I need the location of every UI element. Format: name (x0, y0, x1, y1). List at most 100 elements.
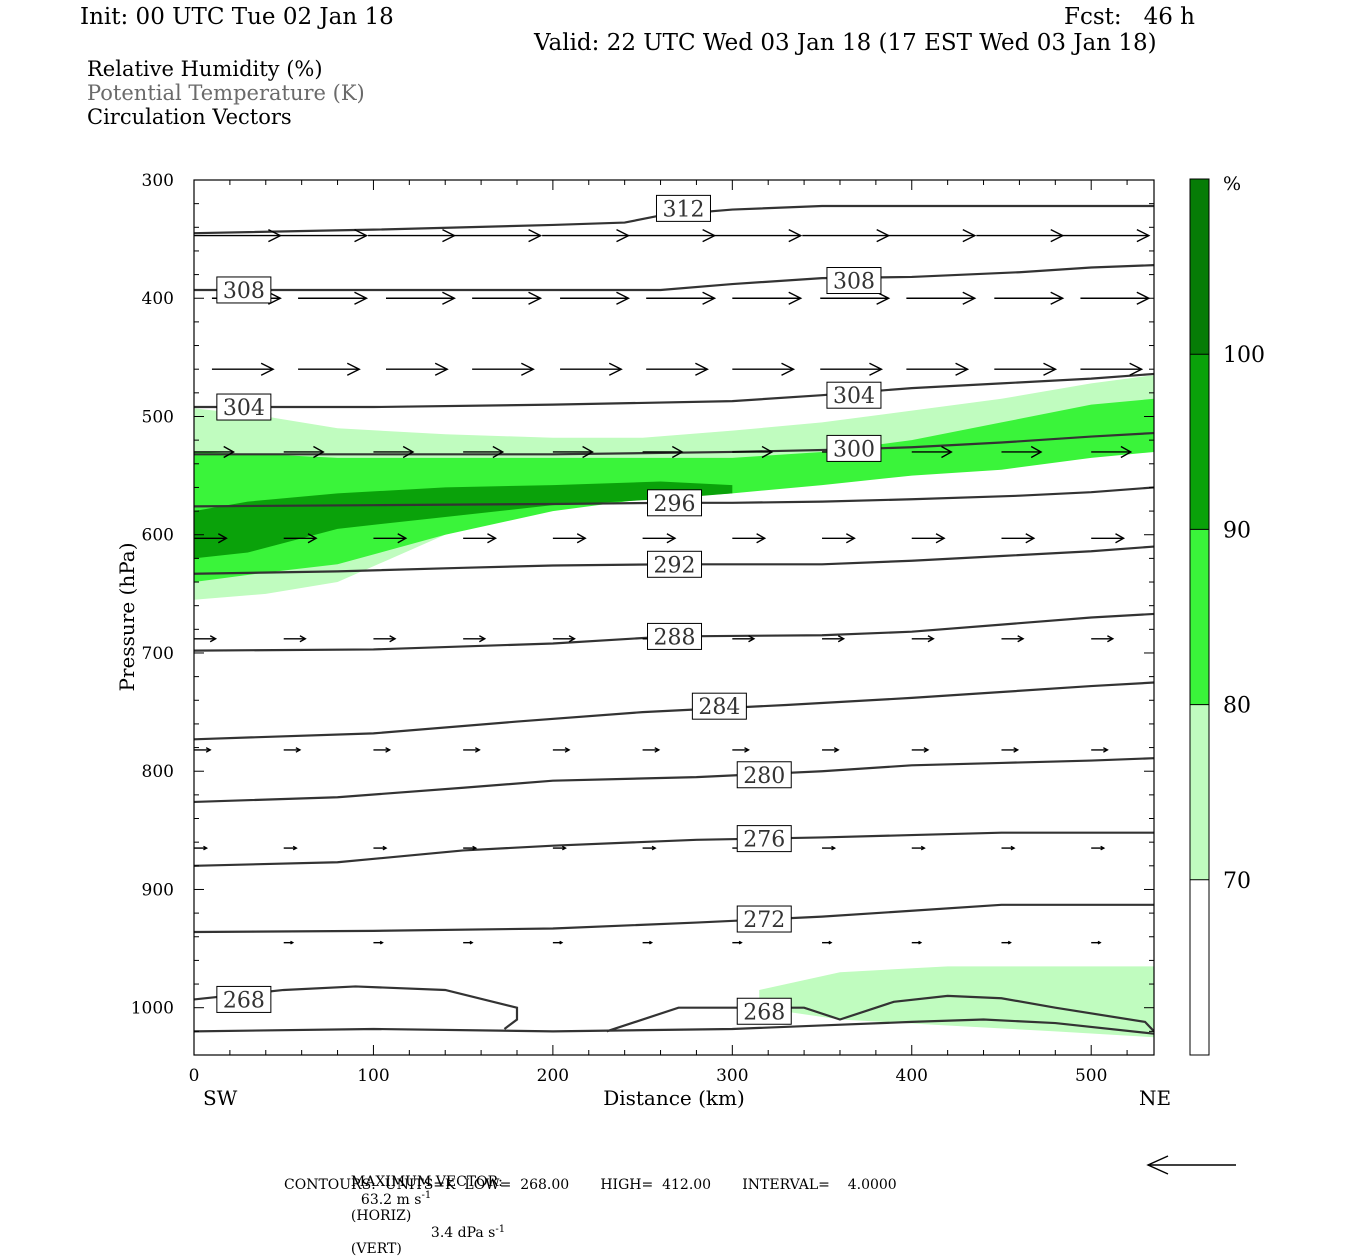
forecast-hour: Fcst: 46 h (1064, 4, 1195, 30)
max-vector-line: MAXIMUM VECTOR: 63.2 m s-1 (HORIZ) 3.4 d… (342, 1158, 505, 1257)
vector-head-8-0 (290, 940, 295, 945)
theta-contour-272-12 (194, 903, 1154, 934)
ne-end-label: NE (1139, 1086, 1171, 1110)
vector-head-4-1 (307, 533, 318, 544)
legend-relative-humidity: Relative Humidity (%) (87, 57, 323, 81)
vector-head-2-4 (608, 362, 623, 376)
vector-head-8-3 (559, 940, 564, 945)
vector-head-6-10 (1103, 747, 1109, 753)
y-tick-label-900: 900 (142, 880, 174, 900)
vector-head-1-3 (528, 291, 543, 305)
theta-contour-surface-15 (194, 1018, 1154, 1035)
contour-label-box-272-12 (736, 905, 792, 933)
vector-head-7-7 (831, 845, 837, 851)
colorbar-label-80: 80 (1223, 694, 1251, 719)
vector-head-7-10 (1100, 845, 1106, 851)
contour-label-304-3: 304 (223, 396, 265, 421)
x-tick-label-500: 500 (1075, 1066, 1107, 1086)
contour-label-272-12: 272 (743, 908, 785, 933)
vector-head-2-7 (869, 362, 884, 376)
contour-label-box-296-6 (647, 489, 703, 517)
contour-label-280-10: 280 (743, 764, 785, 789)
vector-head-0-8 (962, 228, 977, 243)
legend-circulation-vectors: Circulation Vectors (87, 105, 292, 129)
y-tick-label-300: 300 (142, 171, 174, 191)
vector-head-8-1 (379, 940, 384, 945)
vector-head-2-1 (346, 362, 361, 376)
vector-head-8-4 (649, 940, 654, 945)
y-tick-label-500: 500 (142, 407, 174, 427)
vector-head-6-0 (205, 747, 212, 753)
contour-label-box-308-1 (216, 276, 272, 304)
vector-head-2-6 (781, 362, 796, 376)
y-tick-label-800: 800 (142, 762, 174, 782)
colorbar-segment-4 (1190, 879, 1209, 1055)
contour-label-268-13: 268 (223, 988, 265, 1013)
vector-head-4-5 (666, 533, 677, 544)
colorbar-segment-0 (1190, 179, 1209, 355)
vector-head-7-8 (920, 845, 926, 851)
vector-head-5-2 (389, 635, 397, 643)
vector-head-3-1 (313, 445, 325, 459)
vector-head-2-8 (955, 362, 970, 376)
vector-head-4-2 (397, 533, 408, 544)
colorbar-segment-1 (1190, 354, 1209, 530)
vector-head-1-1 (354, 291, 369, 305)
vector-head-8-7 (918, 940, 923, 945)
vector-head-3-0 (223, 445, 236, 459)
contour-label-box-304-4 (826, 381, 882, 409)
theta-contour-276-11 (194, 831, 1154, 867)
y-axis-label: Pressure (hPa) (115, 543, 139, 692)
vector-head-4-7 (845, 533, 856, 544)
horiz-tag: (HORIZ) (350, 1207, 412, 1224)
vector-head-5-4 (568, 635, 576, 643)
contour-label-box-288-8 (647, 622, 703, 650)
max-vert-value: 3.4 dPa s (430, 1225, 496, 1242)
vector-head-3-6 (761, 445, 774, 459)
vector-head-0-10 (1136, 228, 1151, 243)
vector-head-5-7 (837, 635, 846, 643)
theta-contour-268-13 (194, 985, 519, 1030)
theta-contour-284-9 (194, 681, 1154, 741)
contour-label-box-268-13 (216, 985, 272, 1013)
vector-head-1-7 (876, 291, 891, 305)
vector-head-0-1 (354, 228, 369, 243)
vector-head-8-6 (828, 940, 833, 945)
theta-contour-308-1 (194, 264, 1154, 292)
colorbar-frame (1189, 178, 1210, 1056)
plot-frame (193, 179, 1155, 1056)
vector-head-5-10 (1107, 635, 1115, 643)
contour-label-292-7: 292 (654, 553, 696, 578)
init-time: Init: 00 UTC Tue 02 Jan 18 (80, 4, 394, 30)
colorbar-label-100: 100 (1223, 343, 1265, 368)
x-tick-label-300: 300 (716, 1066, 748, 1086)
theta-contour-296-6 (194, 486, 1154, 508)
x-tick-label-0: 0 (189, 1066, 200, 1086)
vector-head-2-5 (695, 362, 709, 376)
horiz-exponent: -1 (421, 1190, 432, 1201)
x-tick-label-200: 200 (537, 1066, 569, 1086)
contour-label-box-292-7 (647, 550, 703, 578)
theta-contour-292-7 (194, 545, 1154, 575)
vector-head-6-4 (564, 747, 571, 753)
vector-head-1-8 (962, 291, 977, 305)
vector-head-6-9 (1013, 747, 1020, 753)
x-axis-label: Distance (km) (603, 1086, 745, 1110)
vector-head-2-3 (521, 362, 535, 376)
vector-head-6-7 (833, 747, 840, 753)
colorbar-unit: % (1223, 173, 1241, 195)
contour-label-288-8: 288 (654, 625, 696, 650)
vector-head-7-1 (292, 845, 298, 851)
contour-label-box-276-11 (736, 825, 792, 853)
vector-head-2-0 (260, 362, 275, 376)
y-tick-label-700: 700 (142, 644, 174, 664)
vector-head-3-2 (402, 445, 415, 459)
colorbar-segment-3 (1190, 704, 1209, 880)
vector-head-6-3 (474, 747, 481, 753)
vector-head-5-1 (299, 635, 307, 643)
rh-fill-70-3 (759, 966, 1154, 1038)
theta-contour-288-8 (194, 612, 1154, 652)
vector-head-7-3 (472, 845, 478, 851)
vector-head-3-5 (671, 445, 684, 459)
vector-head-1-4 (616, 291, 631, 305)
